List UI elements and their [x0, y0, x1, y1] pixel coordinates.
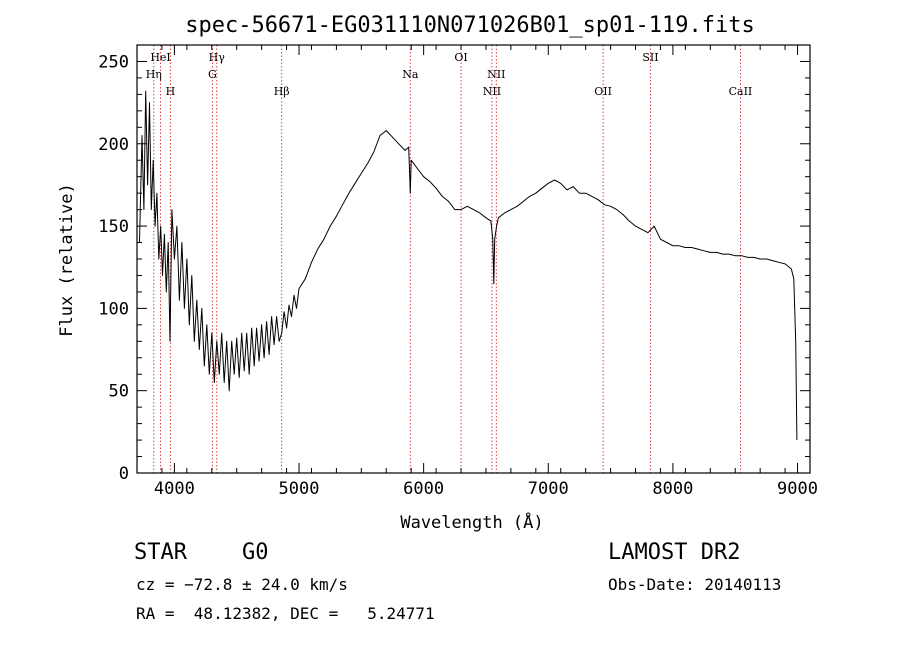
line-marker-label-2: H: [166, 85, 176, 98]
line-marker-label-12: CaII: [729, 85, 753, 98]
subclass-label: G0: [242, 540, 269, 565]
y-tick-label: 200: [98, 135, 129, 155]
survey-label: LAMOST DR2: [608, 540, 741, 565]
coordinates: RA = 48.12382, DEC = 5.24771: [136, 604, 435, 623]
line-marker-label-11: OII: [594, 85, 612, 98]
x-tick-label: 7000: [528, 479, 569, 499]
line-marker-label-10: SII: [642, 51, 658, 64]
series-line-0: [139, 90, 798, 441]
chart-title: spec-56671-EG031110N071026B01_sp01-119.f…: [185, 13, 755, 38]
line-marker-label-4: G: [208, 68, 217, 81]
line-markers: HeI Hη H Hγ G Hβ Na OI NII NII SII OII CaII: [146, 45, 753, 473]
x-tick-label: 9000: [777, 479, 818, 499]
line-marker-label-1: Hη: [146, 68, 162, 81]
plot-frame: [136, 44, 811, 474]
class-label: STAR: [134, 540, 187, 565]
y-tick-label: 250: [98, 52, 129, 72]
y-tick-label: 100: [98, 299, 129, 319]
y-axis-label: Flux (relative): [57, 183, 77, 337]
line-marker-label-0: HeI: [150, 51, 170, 64]
y-tick-label: 0: [119, 464, 129, 484]
line-marker-label-6: Na: [402, 68, 419, 81]
spectrum-series: [139, 90, 798, 441]
line-marker-label-5: Hβ: [274, 85, 290, 98]
x-tick-label: 8000: [652, 479, 693, 499]
line-marker-label-9: NII: [483, 85, 501, 98]
x-tick-label: 6000: [403, 479, 444, 499]
axes: 4000 5000 6000 7000 8000 9000 0 50 100 150 200 250: [98, 45, 818, 499]
y-tick-label: 150: [98, 217, 129, 237]
x-tick-label: 4000: [154, 479, 195, 499]
obs-date: Obs-Date: 20140113: [608, 575, 782, 594]
x-tick-label: 5000: [279, 479, 320, 499]
y-tick-label: 50: [109, 382, 129, 402]
line-marker-label-3: Hγ: [209, 51, 226, 64]
x-axis-label: Wavelength (Å): [400, 511, 543, 533]
line-marker-label-8: NII: [487, 68, 505, 81]
line-marker-label-7: OI: [454, 51, 467, 64]
cz-value: cz = −72.8 ± 24.0 km/s: [136, 575, 348, 594]
